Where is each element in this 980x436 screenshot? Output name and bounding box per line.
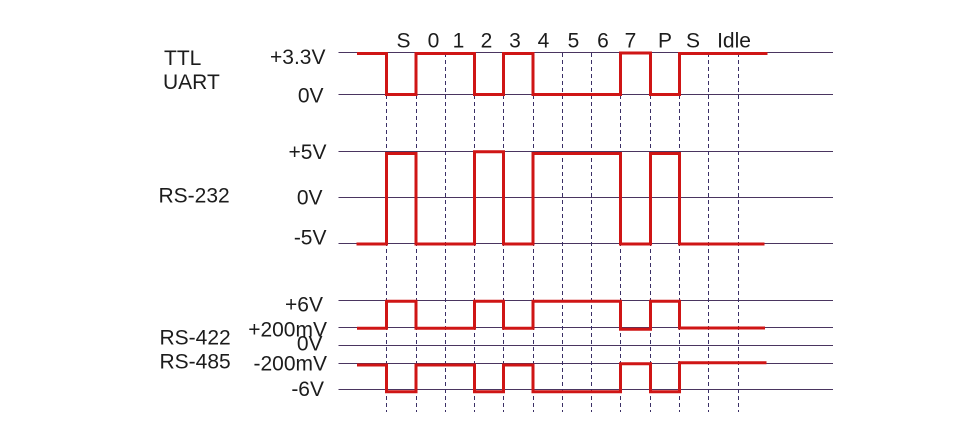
svg-text:P: P xyxy=(658,30,672,53)
svg-text:-5V: -5V xyxy=(294,227,327,250)
svg-text:TTL: TTL xyxy=(164,47,201,70)
svg-text:+3.3V: +3.3V xyxy=(270,46,325,69)
svg-text:3: 3 xyxy=(509,30,521,53)
svg-text:S: S xyxy=(686,30,700,53)
svg-text:6: 6 xyxy=(597,30,609,53)
svg-text:-6V: -6V xyxy=(291,378,324,401)
svg-text:2: 2 xyxy=(481,30,493,53)
svg-text:5: 5 xyxy=(568,30,580,53)
svg-text:RS-485: RS-485 xyxy=(160,351,231,374)
svg-text:UART: UART xyxy=(163,71,220,94)
svg-text:RS-232: RS-232 xyxy=(159,185,230,208)
svg-text:-200mV: -200mV xyxy=(253,353,327,376)
svg-text:Idle: Idle xyxy=(717,30,751,53)
svg-text:+5V: +5V xyxy=(289,141,327,164)
svg-text:1: 1 xyxy=(453,30,465,53)
svg-text:S: S xyxy=(396,30,410,53)
svg-text:4: 4 xyxy=(538,30,550,53)
svg-text:0: 0 xyxy=(428,30,440,53)
svg-text:0V: 0V xyxy=(298,85,324,108)
svg-text:+6V: +6V xyxy=(285,294,323,317)
svg-text:0V: 0V xyxy=(297,333,323,356)
svg-text:+200mV: +200mV xyxy=(248,319,327,342)
svg-text:RS-422: RS-422 xyxy=(160,327,231,350)
svg-text:0V: 0V xyxy=(297,187,323,210)
svg-text:7: 7 xyxy=(625,30,637,53)
